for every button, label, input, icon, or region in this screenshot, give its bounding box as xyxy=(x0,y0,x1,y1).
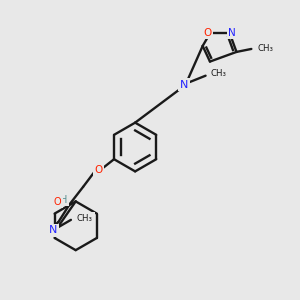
Text: O: O xyxy=(203,28,212,38)
Text: O: O xyxy=(53,197,61,207)
Text: N: N xyxy=(228,28,236,38)
Text: CH₃: CH₃ xyxy=(211,69,227,78)
Text: CH₃: CH₃ xyxy=(77,214,93,223)
Text: O: O xyxy=(94,165,103,175)
Text: N: N xyxy=(180,80,188,90)
Text: N: N xyxy=(49,225,57,235)
Text: H: H xyxy=(59,195,67,205)
Text: CH₃: CH₃ xyxy=(257,44,273,53)
